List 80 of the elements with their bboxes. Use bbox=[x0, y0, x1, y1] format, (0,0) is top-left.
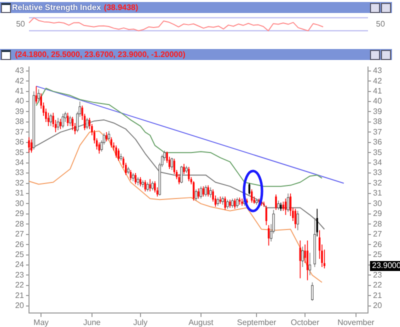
candlestick bbox=[139, 176, 142, 187]
candlestick bbox=[60, 118, 62, 130]
y-tick-label: 39 bbox=[15, 106, 25, 116]
y-tick-label: 34 bbox=[15, 158, 25, 168]
y2-tick-label: 41 bbox=[373, 86, 382, 96]
x-tick-label: October bbox=[290, 318, 320, 327]
y-tick-label: 41 bbox=[15, 86, 25, 96]
x-tick-label: July bbox=[133, 318, 148, 327]
y-tick-label: 25 bbox=[15, 250, 25, 259]
y-tick-label: 24 bbox=[15, 260, 25, 270]
candlestick bbox=[306, 240, 308, 281]
x-tick-label: September bbox=[237, 318, 277, 327]
y2-tick-label: 28 bbox=[373, 219, 382, 228]
y2-tick-label: 32 bbox=[373, 178, 382, 188]
y2-tick-label: 34 bbox=[373, 158, 382, 168]
candlestick bbox=[275, 194, 277, 210]
candlestick bbox=[149, 178, 151, 192]
y2-tick-label: 36 bbox=[373, 138, 382, 147]
candlestick bbox=[178, 174, 180, 185]
candlestick bbox=[72, 116, 74, 131]
y2-tick-label: 26 bbox=[373, 240, 382, 249]
y2-tick-label: 29 bbox=[373, 209, 382, 218]
y2-tick-label: 25 bbox=[373, 250, 382, 259]
y2-tick-label: 37 bbox=[373, 127, 382, 136]
candlestick bbox=[294, 208, 296, 229]
candlestick bbox=[134, 172, 136, 185]
chart-subtitle: (38.9438) bbox=[104, 3, 138, 12]
candlestick bbox=[296, 210, 299, 231]
y-tick-label: 42 bbox=[15, 76, 25, 86]
candlestick bbox=[198, 188, 200, 199]
y2-tick-label: 22 bbox=[373, 280, 382, 290]
y-tick-label: 23 bbox=[15, 270, 25, 280]
y-tick-label: 31 bbox=[15, 188, 25, 198]
y-tick-label: 27 bbox=[15, 230, 25, 239]
candlestick bbox=[28, 136, 30, 154]
candlestick bbox=[183, 163, 185, 174]
candlestick bbox=[30, 138, 32, 154]
y-tick-label: 30 bbox=[15, 198, 25, 208]
y2-tick-label: 42 bbox=[373, 76, 382, 86]
y-tick-label: 29 bbox=[15, 209, 25, 218]
y2-tick-label: 33 bbox=[373, 168, 382, 178]
y2-tick-label: 40 bbox=[373, 96, 382, 106]
text: 50 bbox=[376, 19, 385, 28]
x-tick-label: August bbox=[188, 318, 214, 327]
y-tick-label: 40 bbox=[15, 96, 25, 106]
y2-tick-label: 27 bbox=[373, 230, 382, 239]
text: 50 bbox=[16, 19, 26, 28]
x-tick-label: May bbox=[34, 318, 49, 327]
candlestick bbox=[106, 132, 108, 142]
y2-tick-label: 21 bbox=[373, 290, 382, 300]
candlestick bbox=[47, 112, 50, 126]
y-tick-label: 43 bbox=[15, 66, 25, 76]
y2-tick-label: 30 bbox=[373, 198, 382, 208]
y2-tick-label: 23 bbox=[373, 270, 382, 280]
y-tick-label: 26 bbox=[15, 240, 25, 249]
x-tick-label: June bbox=[83, 318, 102, 327]
y-tick-label: 33 bbox=[15, 168, 25, 178]
chart-title: Relative Strength Index bbox=[12, 3, 101, 12]
y-tick-label: 35 bbox=[15, 148, 25, 157]
y2-tick-label: 39 bbox=[373, 106, 382, 116]
y2-tick-label: 20 bbox=[373, 301, 382, 310]
y2-tick-label: 38 bbox=[373, 117, 382, 126]
chart-subtitle: (24.1800, 25.5000, 23.6700, 23.9000, -1.20000) bbox=[15, 50, 186, 59]
y-tick-label: 32 bbox=[15, 178, 25, 188]
y2-tick-label: 31 bbox=[373, 188, 382, 198]
y-tick-label: 20 bbox=[15, 301, 25, 310]
y2-tick-label: 35 bbox=[373, 148, 382, 157]
candlestick bbox=[118, 148, 120, 162]
candlestick bbox=[282, 201, 284, 212]
y-tick-label: 21 bbox=[15, 290, 25, 300]
candlestick bbox=[248, 182, 250, 195]
candlestick bbox=[154, 180, 156, 193]
y-tick-label: 22 bbox=[15, 280, 25, 290]
x-tick-label: November bbox=[337, 318, 375, 327]
y2-tick-label: 43 bbox=[373, 66, 382, 76]
y-tick-label: 28 bbox=[15, 219, 25, 228]
y-tick-label: 37 bbox=[15, 127, 25, 136]
y-tick-label: 38 bbox=[15, 117, 25, 126]
candlestick bbox=[224, 196, 226, 210]
y-tick-label: 36 bbox=[15, 138, 25, 147]
